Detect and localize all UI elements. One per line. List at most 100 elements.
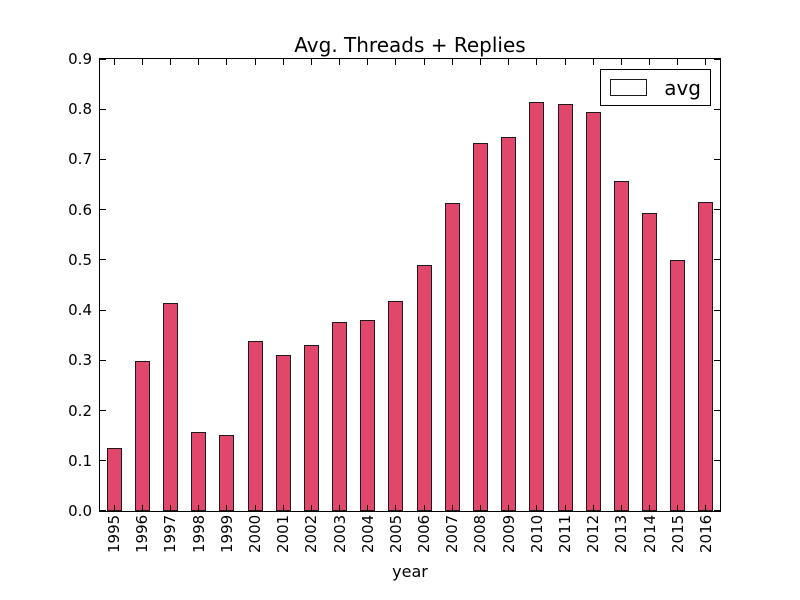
bar-2003 — [332, 322, 348, 511]
y-tick-label-0.2: 0.2 — [68, 401, 92, 420]
x-axis-label: year — [392, 562, 428, 581]
x-tick-top-2009 — [508, 59, 510, 65]
bar-1995 — [106, 448, 122, 511]
x-tick-top-2015 — [677, 59, 679, 65]
y-tick-left-0.8 — [100, 108, 106, 110]
x-tick-top-1996 — [141, 59, 143, 65]
x-tick-label-2010: 2010 — [527, 514, 546, 553]
y-tick-left-0.3 — [100, 359, 106, 361]
y-tick-left-0.6 — [100, 209, 106, 211]
x-tick-bottom-1996 — [141, 505, 143, 511]
x-tick-label-2011: 2011 — [556, 514, 574, 553]
x-tick-top-1999 — [226, 59, 228, 65]
bar-2005 — [388, 300, 404, 511]
y-tick-label-0.8: 0.8 — [68, 100, 92, 119]
x-tick-label-2013: 2013 — [612, 514, 631, 553]
x-tick-bottom-2007 — [451, 505, 453, 511]
x-tick-bottom-2012 — [592, 505, 594, 511]
x-tick-top-2013 — [620, 59, 622, 65]
x-tick-bottom-2006 — [423, 505, 425, 511]
y-tick-right-0.0 — [714, 510, 720, 511]
x-tick-label-2005: 2005 — [386, 514, 405, 553]
x-tick-label-1998: 1998 — [189, 514, 208, 553]
bar-2014 — [642, 212, 658, 511]
y-tick-label-0.3: 0.3 — [68, 351, 92, 370]
x-tick-top-2011 — [564, 59, 566, 65]
bar-1997 — [162, 303, 178, 511]
x-tick-label-2004: 2004 — [358, 514, 377, 553]
y-tick-left-0.1 — [100, 460, 106, 462]
x-tick-top-1995 — [113, 59, 115, 65]
x-tick-bottom-2002 — [310, 505, 312, 511]
x-tick-label-2006: 2006 — [415, 514, 434, 553]
x-tick-label-1996: 1996 — [133, 514, 152, 553]
x-tick-bottom-2008 — [479, 505, 481, 511]
x-tick-top-2001 — [282, 59, 284, 65]
bar-2002 — [303, 345, 319, 511]
bar-2013 — [613, 181, 629, 511]
bar-1996 — [134, 361, 150, 511]
y-tick-label-0.1: 0.1 — [68, 451, 92, 470]
y-tick-right-0.4 — [714, 309, 720, 311]
bar-2009 — [501, 136, 517, 511]
x-tick-bottom-2003 — [339, 505, 341, 511]
y-tick-label-0.4: 0.4 — [68, 301, 92, 320]
plot-area — [99, 58, 721, 512]
x-tick-label-2001: 2001 — [274, 514, 293, 553]
bar-2001 — [275, 355, 291, 511]
x-tick-top-2004 — [367, 59, 369, 65]
x-tick-bottom-2001 — [282, 505, 284, 511]
y-tick-right-0.2 — [714, 410, 720, 412]
x-tick-top-2012 — [592, 59, 594, 65]
y-tick-left-0.4 — [100, 309, 106, 311]
bar-2012 — [585, 112, 601, 511]
y-tick-label-0.0: 0.0 — [68, 502, 92, 520]
legend-swatch-avg — [610, 79, 648, 96]
bar-2010 — [529, 101, 545, 511]
x-tick-bottom-2016 — [705, 505, 707, 511]
x-tick-top-2005 — [395, 59, 397, 65]
bar-2015 — [670, 259, 686, 511]
x-tick-bottom-2014 — [649, 505, 651, 511]
x-tick-top-1998 — [198, 59, 200, 65]
x-tick-top-1997 — [169, 59, 171, 65]
y-tick-right-0.7 — [714, 158, 720, 160]
x-tick-label-2009: 2009 — [499, 514, 518, 553]
x-tick-bottom-1998 — [198, 505, 200, 511]
y-tick-left-0.0 — [100, 510, 106, 511]
x-tick-label-2012: 2012 — [584, 514, 603, 553]
x-tick-label-2002: 2002 — [302, 514, 321, 553]
bar-2006 — [416, 265, 432, 511]
x-tick-top-2008 — [479, 59, 481, 65]
x-tick-bottom-1997 — [169, 505, 171, 511]
x-tick-top-2014 — [649, 59, 651, 65]
x-tick-top-2002 — [310, 59, 312, 65]
x-tick-bottom-2005 — [395, 505, 397, 511]
x-tick-top-2000 — [254, 59, 256, 65]
x-tick-top-2010 — [536, 59, 538, 65]
bar-2007 — [444, 203, 460, 511]
y-tick-label-0.6: 0.6 — [68, 200, 92, 219]
x-tick-bottom-2015 — [677, 505, 679, 511]
x-tick-label-2000: 2000 — [246, 514, 264, 553]
y-tick-right-0.1 — [714, 460, 720, 462]
bar-2004 — [360, 320, 376, 511]
legend: avg — [600, 69, 711, 106]
bar-2016 — [698, 202, 714, 511]
x-tick-label-2014: 2014 — [640, 514, 659, 553]
bar-2008 — [472, 142, 488, 511]
x-tick-bottom-2000 — [254, 505, 256, 511]
y-tick-right-0.6 — [714, 209, 720, 211]
chart-title: Avg. Threads + Replies — [294, 33, 526, 57]
x-tick-label-2008: 2008 — [471, 514, 490, 553]
y-tick-left-0.5 — [100, 259, 106, 261]
x-tick-label-1995: 1995 — [105, 514, 124, 553]
x-tick-bottom-2009 — [508, 505, 510, 511]
bar-2011 — [557, 104, 573, 511]
x-tick-top-2003 — [339, 59, 341, 65]
y-tick-left-0.7 — [100, 158, 106, 160]
x-tick-label-2016: 2016 — [696, 514, 715, 553]
y-tick-left-0.2 — [100, 410, 106, 412]
x-tick-bottom-1995 — [113, 505, 115, 511]
